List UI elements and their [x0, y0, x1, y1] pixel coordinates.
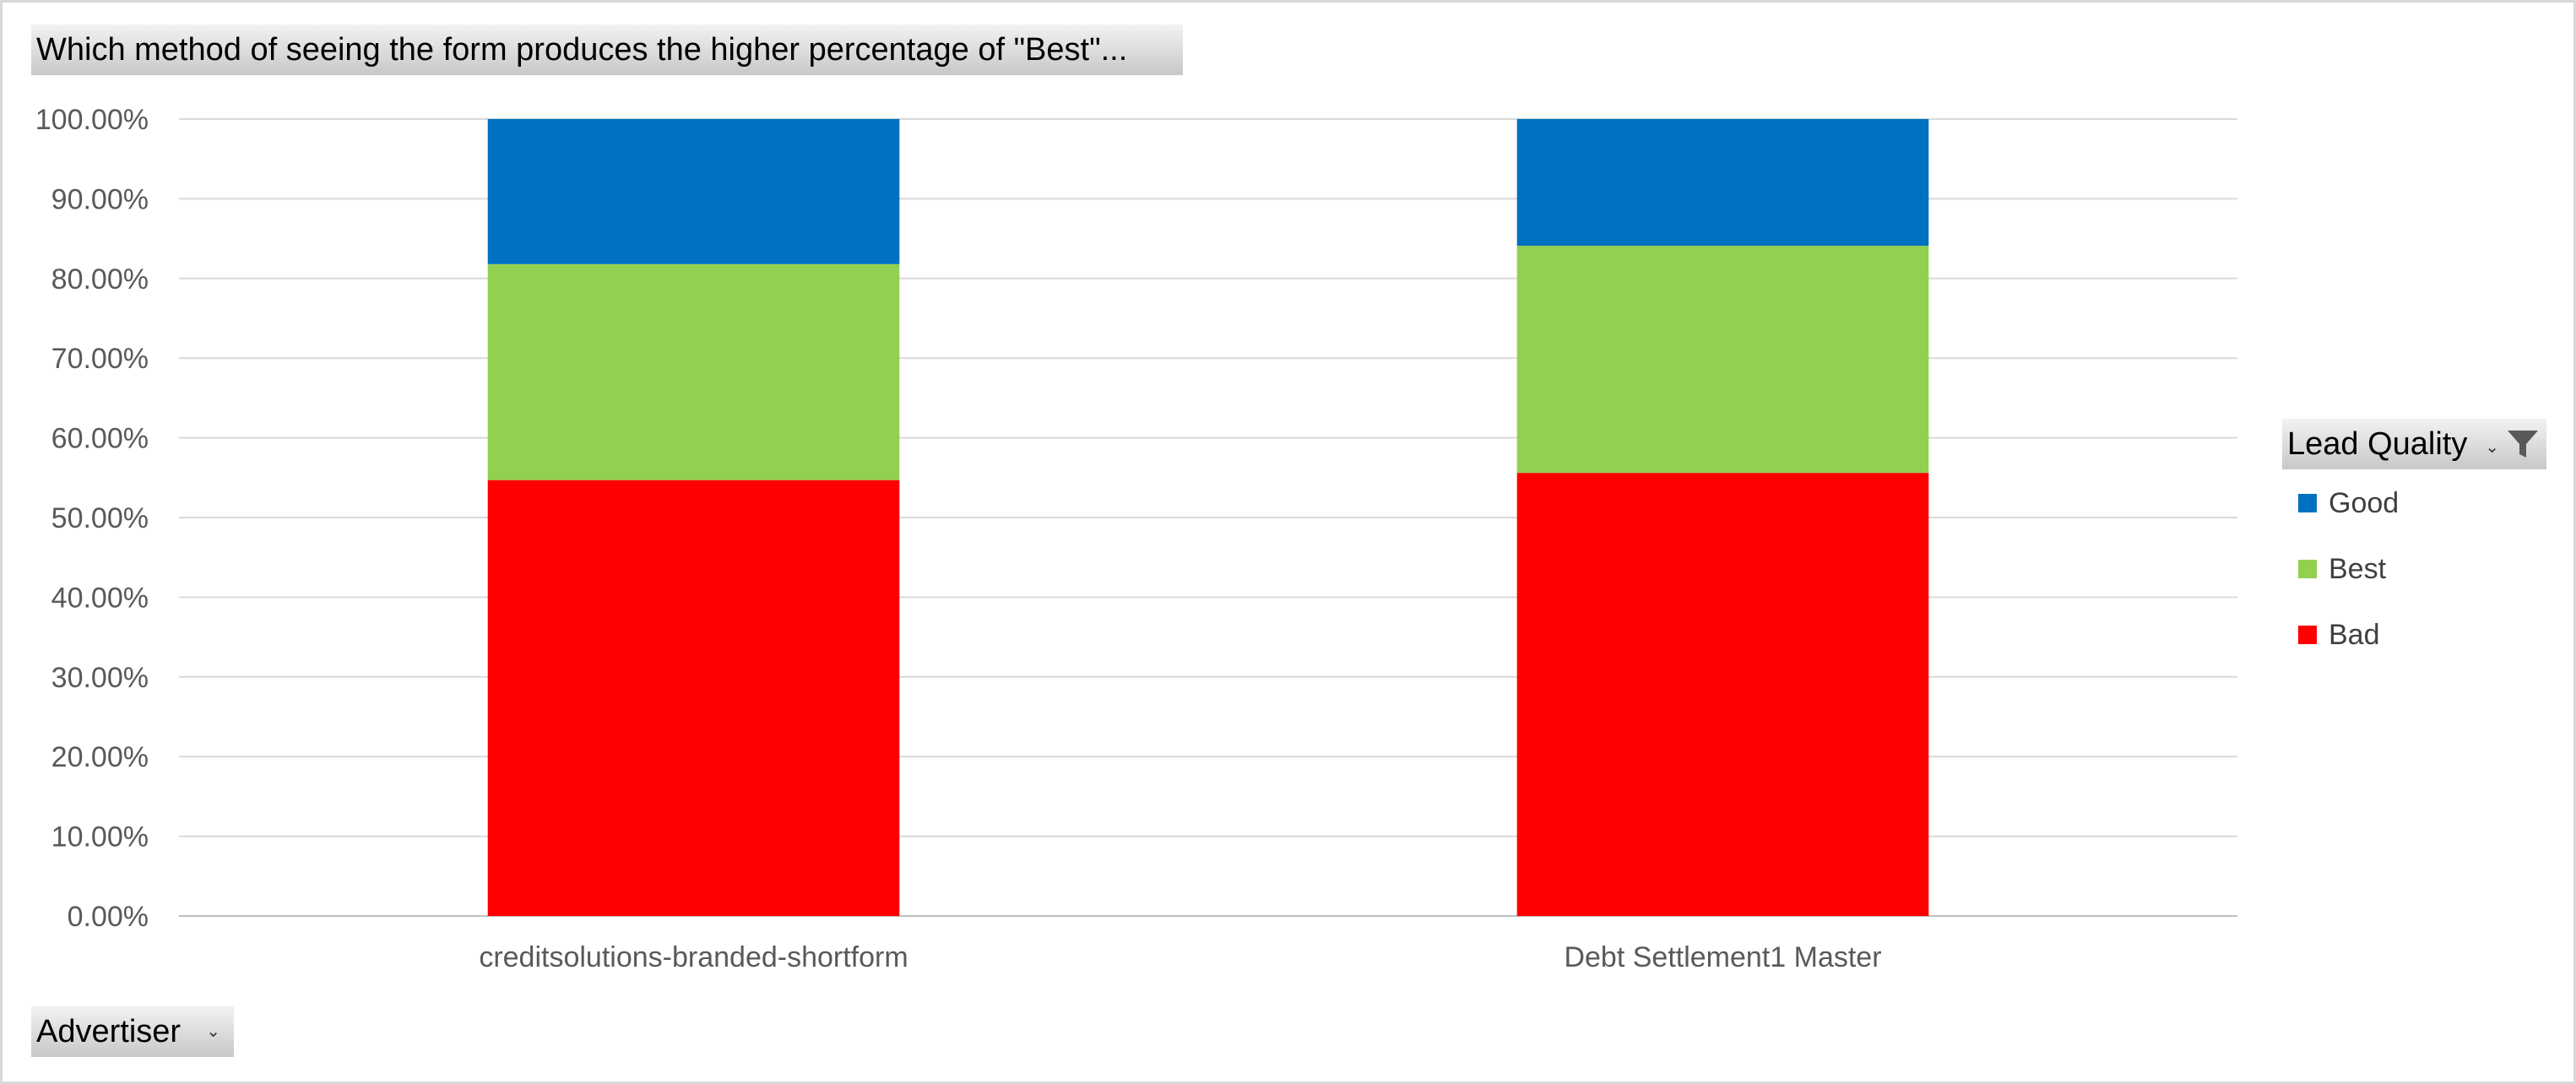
legend-label-best: Best: [2329, 553, 2387, 585]
advertiser-field-button[interactable]: Advertiser ⌄: [31, 1006, 234, 1057]
legend: Good Best Bad: [2298, 481, 2399, 679]
legend-swatch-bad: [2298, 626, 2317, 644]
legend-swatch-good: [2298, 494, 2317, 512]
y-tick-label: 80.00%: [52, 263, 149, 295]
legend-swatch-best: [2298, 560, 2317, 578]
y-tick-label: 50.00%: [52, 502, 149, 534]
lead-quality-filter-button[interactable]: Lead Quality ⌄: [2282, 419, 2546, 469]
bar-segment-good[interactable]: [487, 119, 900, 264]
bar-segment-good[interactable]: [1516, 119, 1929, 247]
dropdown-arrow-icon: ⌄: [206, 1022, 220, 1041]
y-tick-label: 0.00%: [68, 901, 149, 933]
y-tick-label: 10.00%: [52, 821, 149, 854]
y-tick-label: 30.00%: [52, 662, 149, 694]
filter-funnel-icon: [2508, 431, 2538, 458]
bar-segment-bad[interactable]: [487, 480, 900, 916]
legend-item-bad: Bad: [2298, 613, 2399, 679]
y-tick-label: 20.00%: [52, 741, 149, 773]
dropdown-arrow-icon: ⌄: [2485, 438, 2499, 457]
legend-item-best: Best: [2298, 547, 2399, 613]
y-tick-label: 90.00%: [52, 183, 149, 215]
x-axis-category-labels: creditsolutions-branded-shortform Debt Se…: [479, 941, 1881, 973]
bar-segment-best[interactable]: [487, 263, 900, 480]
y-tick-label: 40.00%: [52, 582, 149, 614]
bars: [487, 119, 1929, 916]
bar-segment-bad[interactable]: [1516, 473, 1929, 916]
x-category-label: Debt Settlement1 Master: [1564, 941, 1881, 973]
legend-label-good: Good: [2329, 487, 2400, 519]
y-axis-tick-labels: 0.00% 10.00% 20.00% 30.00% 40.00% 50.00% 60.00…: [35, 104, 149, 933]
legend-label-bad: Bad: [2329, 619, 2380, 651]
y-tick-label: 60.00%: [52, 423, 149, 455]
legend-field-label: Lead Quality: [2287, 426, 2468, 462]
y-tick-label: 70.00%: [52, 343, 149, 375]
axis-field-label: Advertiser: [36, 1014, 182, 1049]
chart-title-field-button[interactable]: Which method of seeing the form produces…: [31, 24, 1183, 75]
y-tick-label: 100.00%: [35, 104, 149, 136]
x-category-label: creditsolutions-branded-shortform: [479, 941, 908, 973]
legend-item-good: Good: [2298, 481, 2399, 547]
bar-segment-best[interactable]: [1516, 246, 1929, 474]
